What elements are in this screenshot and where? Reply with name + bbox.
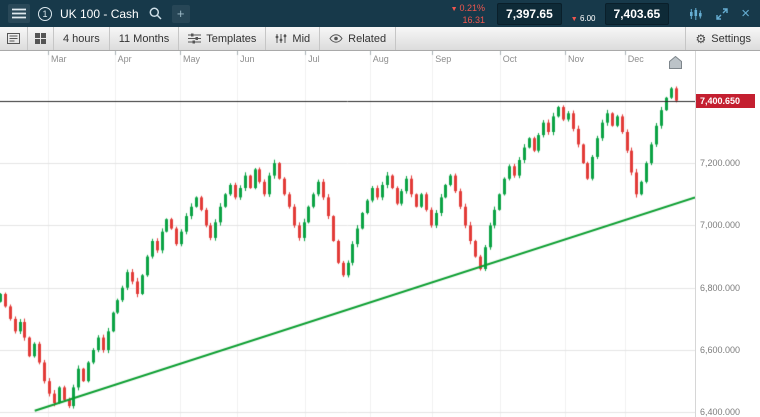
y-axis-price-label: 6,600.000: [700, 345, 741, 356]
price-type-button[interactable]: Mid: [266, 27, 321, 50]
y-axis-price-label: 7,200.000: [700, 158, 741, 169]
y-axis-price-label: 6,400.000: [700, 407, 741, 417]
price-axis[interactable]: 7,400.650 7,200.000 7,000.000 6,800.000 6,6…: [695, 51, 760, 417]
settings-button[interactable]: ⚙ Settings: [685, 27, 760, 50]
price-change-block: ▼ 0.21% 16.31: [451, 3, 485, 25]
buy-price-button[interactable]: 7,403.65: [604, 2, 670, 25]
spread-value: ▼ 6.00: [570, 14, 596, 23]
expand-button[interactable]: [714, 6, 730, 22]
gear-icon: ⚙: [695, 31, 707, 46]
instrument-title: UK 100 - Cash: [60, 6, 139, 21]
change-percent: ▼ 0.21%: [450, 2, 486, 13]
close-icon: ×: [741, 4, 750, 22]
grid-icon: [35, 33, 46, 44]
spread-down-triangle-icon: ▼: [570, 16, 578, 23]
title-bar: 1 UK 100 - Cash + ▼ 0.21% 16.31 7,397.65 …: [0, 0, 760, 27]
chart-canvas[interactable]: [0, 51, 695, 417]
search-button[interactable]: [147, 5, 164, 22]
templates-icon: [188, 33, 202, 44]
range-dropdown[interactable]: 11 Months: [110, 27, 180, 50]
menu-button[interactable]: [8, 4, 30, 23]
interval-dropdown[interactable]: 4 hours: [54, 27, 110, 50]
eye-icon: [329, 34, 343, 43]
chart-bars-icon: [690, 7, 702, 20]
search-icon: [149, 7, 162, 20]
current-price-badge: 7,400.650: [696, 93, 755, 108]
hamburger-icon: [12, 8, 26, 19]
y-axis-price-label: 7,000.000: [700, 220, 741, 231]
chart-area: Mar Apr May Jun Jul Aug Sep Oct Nov Dec 7,400.650…: [0, 51, 760, 417]
chart-marker[interactable]: [668, 55, 682, 74]
templates-button[interactable]: Templates: [179, 27, 267, 50]
journal-button[interactable]: [0, 27, 28, 50]
chart-toolbar: 4 hours 11 Months Templates Mid Related …: [0, 27, 760, 51]
down-triangle-icon: ▼: [450, 5, 458, 13]
marker-arrow-icon: [668, 55, 682, 69]
instrument-number-badge: 1: [38, 6, 52, 21]
add-tab-button[interactable]: +: [171, 4, 190, 23]
sell-price-button[interactable]: 7,397.65: [497, 2, 562, 25]
price-type-icon: [276, 34, 287, 43]
related-button[interactable]: Related: [320, 27, 397, 50]
chart-type-button[interactable]: [687, 6, 705, 22]
titlebar-icons: ×: [687, 6, 752, 22]
grid-layout-button[interactable]: [28, 27, 54, 50]
y-axis-price-label: 6,800.000: [700, 282, 741, 293]
close-button[interactable]: ×: [739, 6, 752, 22]
expand-icon: [716, 7, 728, 20]
plot-region: Mar Apr May Jun Jul Aug Sep Oct Nov Dec: [0, 51, 695, 417]
journal-icon: [7, 33, 20, 44]
change-value: 16.31: [462, 14, 486, 25]
